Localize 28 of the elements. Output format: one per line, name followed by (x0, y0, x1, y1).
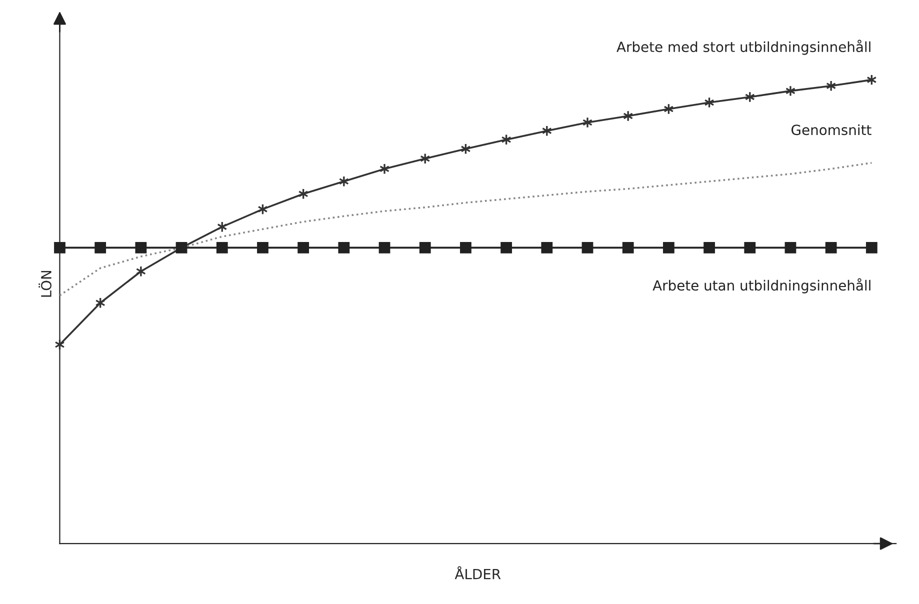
point (54, 242, 66, 254)
point (622, 242, 634, 254)
point (298, 242, 310, 254)
point (460, 242, 472, 254)
point (825, 242, 837, 254)
point (378, 242, 390, 254)
point (662, 242, 674, 254)
point (866, 242, 878, 254)
point (582, 242, 594, 254)
point (419, 242, 431, 254)
point (257, 242, 268, 254)
point (500, 242, 512, 254)
x-axis-title: ÅLDER (454, 566, 501, 580)
point (338, 242, 350, 254)
point (744, 242, 756, 254)
series-label: Genomsnitt (792, 124, 872, 136)
point (704, 242, 715, 254)
point (94, 242, 106, 254)
series-label: Arbete med stort utbildningsinnehåll (616, 40, 870, 55)
point (784, 242, 796, 254)
point (135, 242, 147, 254)
point (216, 242, 228, 254)
point (541, 242, 553, 254)
point (582, 116, 593, 128)
y-axis-title: LÖN (38, 270, 52, 297)
series-label: Arbete utan utbildningsinnehåll (652, 278, 870, 294)
point (826, 80, 836, 92)
point (785, 85, 796, 97)
